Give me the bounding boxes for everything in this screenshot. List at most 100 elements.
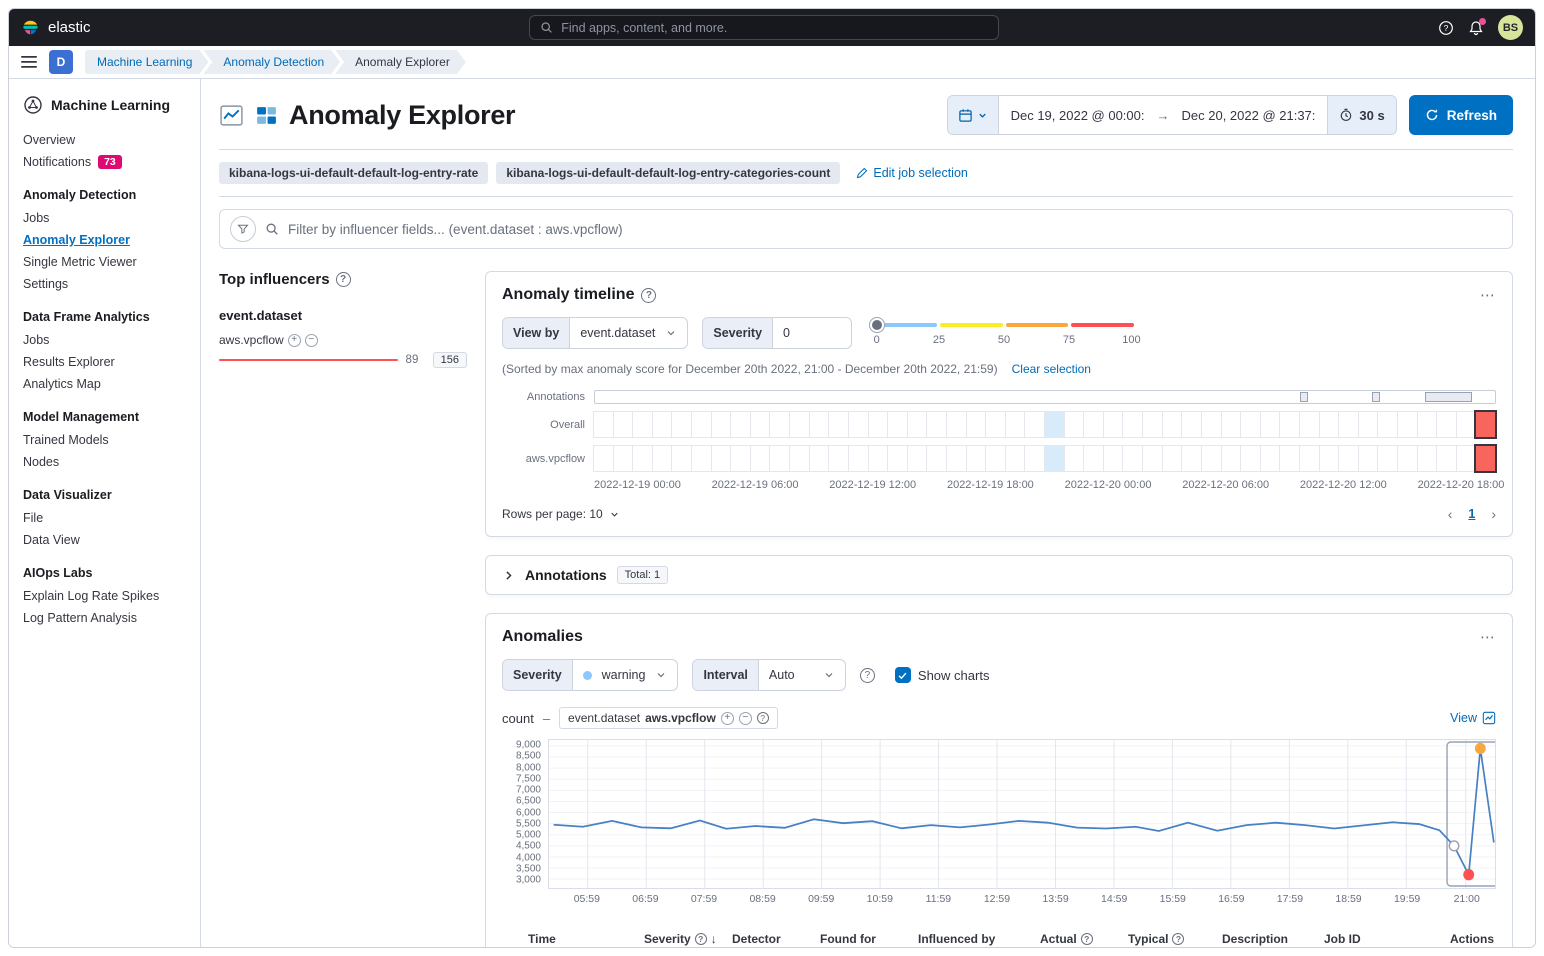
timeline-cell[interactable] [867, 445, 889, 472]
anomaly-marker-critical[interactable] [1463, 869, 1475, 881]
timeline-cell[interactable] [1279, 445, 1300, 472]
refresh-interval-button[interactable]: 30 s [1327, 96, 1396, 134]
timeline-cell[interactable] [1474, 410, 1498, 439]
timeline-cell[interactable] [1063, 445, 1085, 472]
sidebar-item-aiops-labs-log-pattern-analysis[interactable]: Log Pattern Analysis [23, 611, 137, 625]
timeline-cell[interactable] [1142, 411, 1163, 438]
edit-job-selection-link[interactable]: Edit job selection [856, 166, 968, 180]
timeline-cell[interactable] [808, 445, 830, 472]
refresh-button[interactable]: Refresh [1408, 95, 1513, 135]
info-icon[interactable] [756, 712, 769, 724]
clear-selection-link[interactable]: Clear selection [1011, 362, 1091, 376]
timeline-cell[interactable] [1338, 445, 1359, 472]
sidebar-item-model-management-trained-models[interactable]: Trained Models [23, 433, 109, 447]
influencer-value[interactable]: aws.vpcflow [219, 333, 284, 347]
timeline-cell[interactable] [1102, 411, 1124, 438]
column-found-for[interactable]: Found for [820, 932, 876, 946]
timeline-cell[interactable] [1396, 411, 1418, 438]
timeline-cell[interactable] [1436, 445, 1457, 472]
timeline-cell[interactable] [1044, 445, 1065, 472]
timeline-cell[interactable] [593, 411, 614, 438]
sidebar-item-anomaly-detection-jobs[interactable]: Jobs [23, 211, 50, 225]
timeline-cell[interactable] [1161, 411, 1183, 438]
timeline-cell[interactable] [965, 445, 987, 472]
rows-per-page-select[interactable]: Rows per page: 10 [502, 507, 620, 521]
panel-options-icon[interactable] [1480, 288, 1496, 303]
timeline-cell[interactable] [1259, 411, 1281, 438]
swimlane-view-icon[interactable] [254, 103, 279, 128]
timeline-cell[interactable] [1396, 445, 1418, 472]
timeline-cell[interactable] [1024, 411, 1046, 438]
timeline-cell[interactable] [651, 411, 673, 438]
timeline-cell[interactable] [1004, 445, 1026, 472]
timeline-cell[interactable] [1318, 445, 1340, 472]
timeline-cell[interactable] [965, 411, 987, 438]
sidebar-item-data-frame-analytics-results-explorer[interactable]: Results Explorer [23, 355, 115, 369]
timeline-cell[interactable] [1220, 445, 1242, 472]
timeline-cell[interactable] [867, 411, 889, 438]
timeline-cell[interactable] [985, 411, 1006, 438]
column-actual[interactable]: Actual [1040, 932, 1128, 946]
global-search-input[interactable]: Find apps, content, and more. [529, 15, 1000, 40]
timeline-cell[interactable] [1004, 411, 1026, 438]
timeline-cell[interactable] [1220, 411, 1242, 438]
annotation-marker[interactable] [1424, 392, 1472, 402]
timeline-cell[interactable] [1200, 445, 1222, 472]
sidebar-item-anomaly-detection-settings[interactable]: Settings [23, 277, 69, 291]
sidebar-item-aiops-labs-explain-log-rate-spikes[interactable]: Explain Log Rate Spikes [23, 589, 160, 603]
timeline-cell[interactable] [1083, 411, 1104, 438]
timeline-cell[interactable] [1474, 444, 1498, 473]
timeline-cell[interactable] [1338, 411, 1359, 438]
timeline-cell[interactable] [769, 445, 791, 472]
timeline-cell[interactable] [945, 411, 967, 438]
info-icon[interactable] [1172, 933, 1185, 945]
anomaly-marker-multi-bucket[interactable] [1448, 840, 1460, 852]
interval-select[interactable]: Auto [759, 660, 845, 690]
filter-for-value-icon[interactable] [287, 333, 301, 347]
sidebar-item-notifications[interactable]: Notifications 73 [23, 151, 186, 173]
timeline-cell[interactable] [730, 411, 751, 438]
breadcrumb-anomaly-detection[interactable]: Anomaly Detection [203, 50, 340, 74]
timeline-cell[interactable] [926, 445, 947, 472]
timeline-cell[interactable] [1298, 445, 1320, 472]
timeline-cell[interactable] [612, 411, 634, 438]
filter-for-value-icon[interactable] [720, 711, 734, 725]
help-icon[interactable] [335, 272, 351, 287]
annotation-marker[interactable] [1371, 392, 1380, 402]
timeline-cell[interactable] [1259, 445, 1281, 472]
filter-funnel-icon[interactable] [230, 216, 256, 242]
timeline-cell[interactable] [651, 445, 673, 472]
column-detector[interactable]: Detector [732, 932, 781, 946]
timeline-cell[interactable] [1240, 445, 1261, 472]
timeline-cell[interactable] [1063, 411, 1085, 438]
timeline-cell[interactable] [1181, 445, 1202, 472]
sidebar-item-data-frame-analytics-jobs[interactable]: Jobs [23, 333, 50, 347]
timeline-cell[interactable] [691, 411, 712, 438]
column-severity[interactable]: Severity [644, 932, 732, 946]
timeline-cell[interactable] [828, 411, 849, 438]
column-job-id[interactable]: Job ID [1324, 932, 1361, 946]
line-chart-view-icon[interactable] [219, 103, 244, 128]
timeline-cell[interactable] [1357, 411, 1379, 438]
expand-annotations-icon[interactable] [502, 569, 515, 582]
job-badge[interactable]: kibana-logs-ui-default-default-log-entry… [496, 162, 841, 184]
anomaly-marker-major[interactable] [1474, 742, 1486, 755]
chart-plot-area[interactable] [548, 739, 1496, 889]
view-in-single-metric-link[interactable]: View [1450, 711, 1496, 725]
timeline-cell[interactable] [1083, 445, 1104, 472]
timeline-cell[interactable] [1318, 411, 1340, 438]
help-icon[interactable]: ? [1438, 20, 1454, 36]
timeline-cell[interactable] [789, 445, 810, 472]
next-page-icon[interactable]: › [1491, 506, 1496, 522]
timeline-cell[interactable] [1416, 411, 1438, 438]
timeline-cell[interactable] [612, 445, 634, 472]
help-icon[interactable] [859, 667, 875, 683]
timeline-cell[interactable] [1044, 411, 1065, 438]
timeline-cell[interactable] [1122, 445, 1144, 472]
timeline-cell[interactable] [749, 445, 771, 472]
menu-icon[interactable] [21, 55, 37, 69]
timeline-cell[interactable] [945, 445, 967, 472]
column-typical[interactable]: Typical [1128, 932, 1222, 946]
severity-slider[interactable]: 0 25 50 75 100 [870, 318, 1141, 347]
timeline-cell[interactable] [749, 411, 771, 438]
